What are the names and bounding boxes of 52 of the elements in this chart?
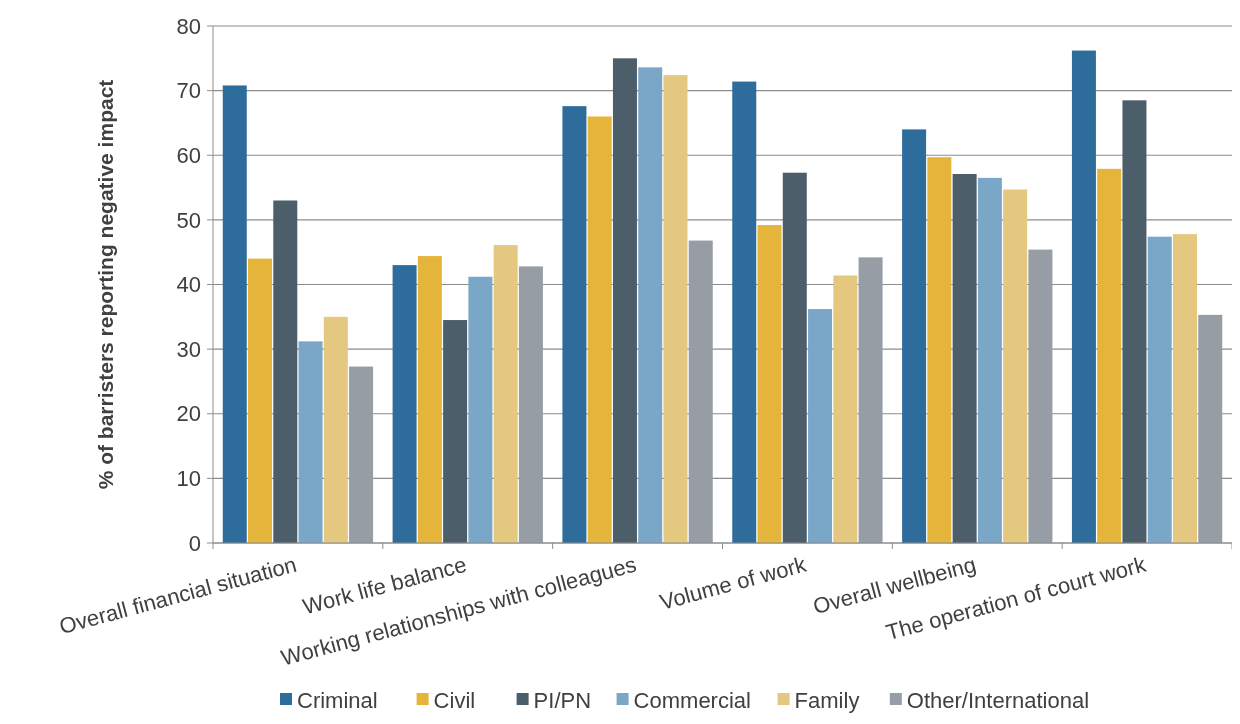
y-tick-label: 40 bbox=[176, 272, 201, 298]
bar bbox=[663, 75, 688, 543]
y-tick-label: 10 bbox=[176, 466, 201, 492]
x-tick-label: Volume of work bbox=[656, 551, 810, 615]
bar bbox=[349, 366, 374, 543]
bar bbox=[638, 67, 663, 543]
y-tick-label: 70 bbox=[176, 78, 201, 104]
bar bbox=[1198, 314, 1223, 543]
bar bbox=[1028, 249, 1053, 543]
bar bbox=[1147, 236, 1172, 543]
bar bbox=[518, 266, 543, 543]
y-tick-label: 30 bbox=[176, 336, 201, 362]
bar bbox=[902, 129, 927, 543]
bar bbox=[468, 276, 493, 543]
bar bbox=[587, 116, 612, 543]
bar bbox=[952, 173, 977, 543]
bar bbox=[612, 58, 637, 543]
y-tick-label: 80 bbox=[176, 13, 201, 39]
bar bbox=[732, 81, 757, 543]
legend-label: Commercial bbox=[633, 688, 751, 713]
bar bbox=[323, 316, 348, 543]
bar bbox=[222, 85, 247, 543]
bar bbox=[273, 200, 298, 543]
legend-label: PI/PN bbox=[533, 688, 592, 713]
bar bbox=[562, 106, 587, 543]
bar bbox=[298, 341, 323, 543]
bar bbox=[443, 320, 468, 543]
bar bbox=[1003, 189, 1028, 543]
legend-label: Family bbox=[794, 688, 860, 713]
bar bbox=[688, 240, 713, 543]
bar bbox=[1071, 50, 1096, 543]
y-tick-label: 60 bbox=[176, 142, 201, 168]
bar bbox=[808, 309, 833, 543]
bar bbox=[1172, 234, 1197, 543]
bar bbox=[1097, 168, 1122, 543]
bar bbox=[927, 157, 952, 543]
bar bbox=[833, 275, 858, 543]
y-tick-label: 20 bbox=[176, 401, 201, 427]
bar bbox=[1122, 100, 1147, 543]
bar bbox=[757, 225, 782, 543]
y-axis-title: % of barristers reporting negative impact bbox=[94, 79, 117, 490]
bar bbox=[417, 256, 442, 543]
bar bbox=[977, 177, 1002, 543]
bar bbox=[248, 258, 273, 543]
legend-label: Criminal bbox=[297, 688, 378, 713]
bar bbox=[782, 172, 807, 543]
bar bbox=[392, 265, 417, 543]
bar bbox=[493, 245, 518, 543]
legend-label: Other/International bbox=[906, 688, 1090, 713]
legend-label: Civil bbox=[433, 688, 476, 713]
y-tick-label: 50 bbox=[176, 207, 201, 233]
bar bbox=[858, 257, 883, 543]
